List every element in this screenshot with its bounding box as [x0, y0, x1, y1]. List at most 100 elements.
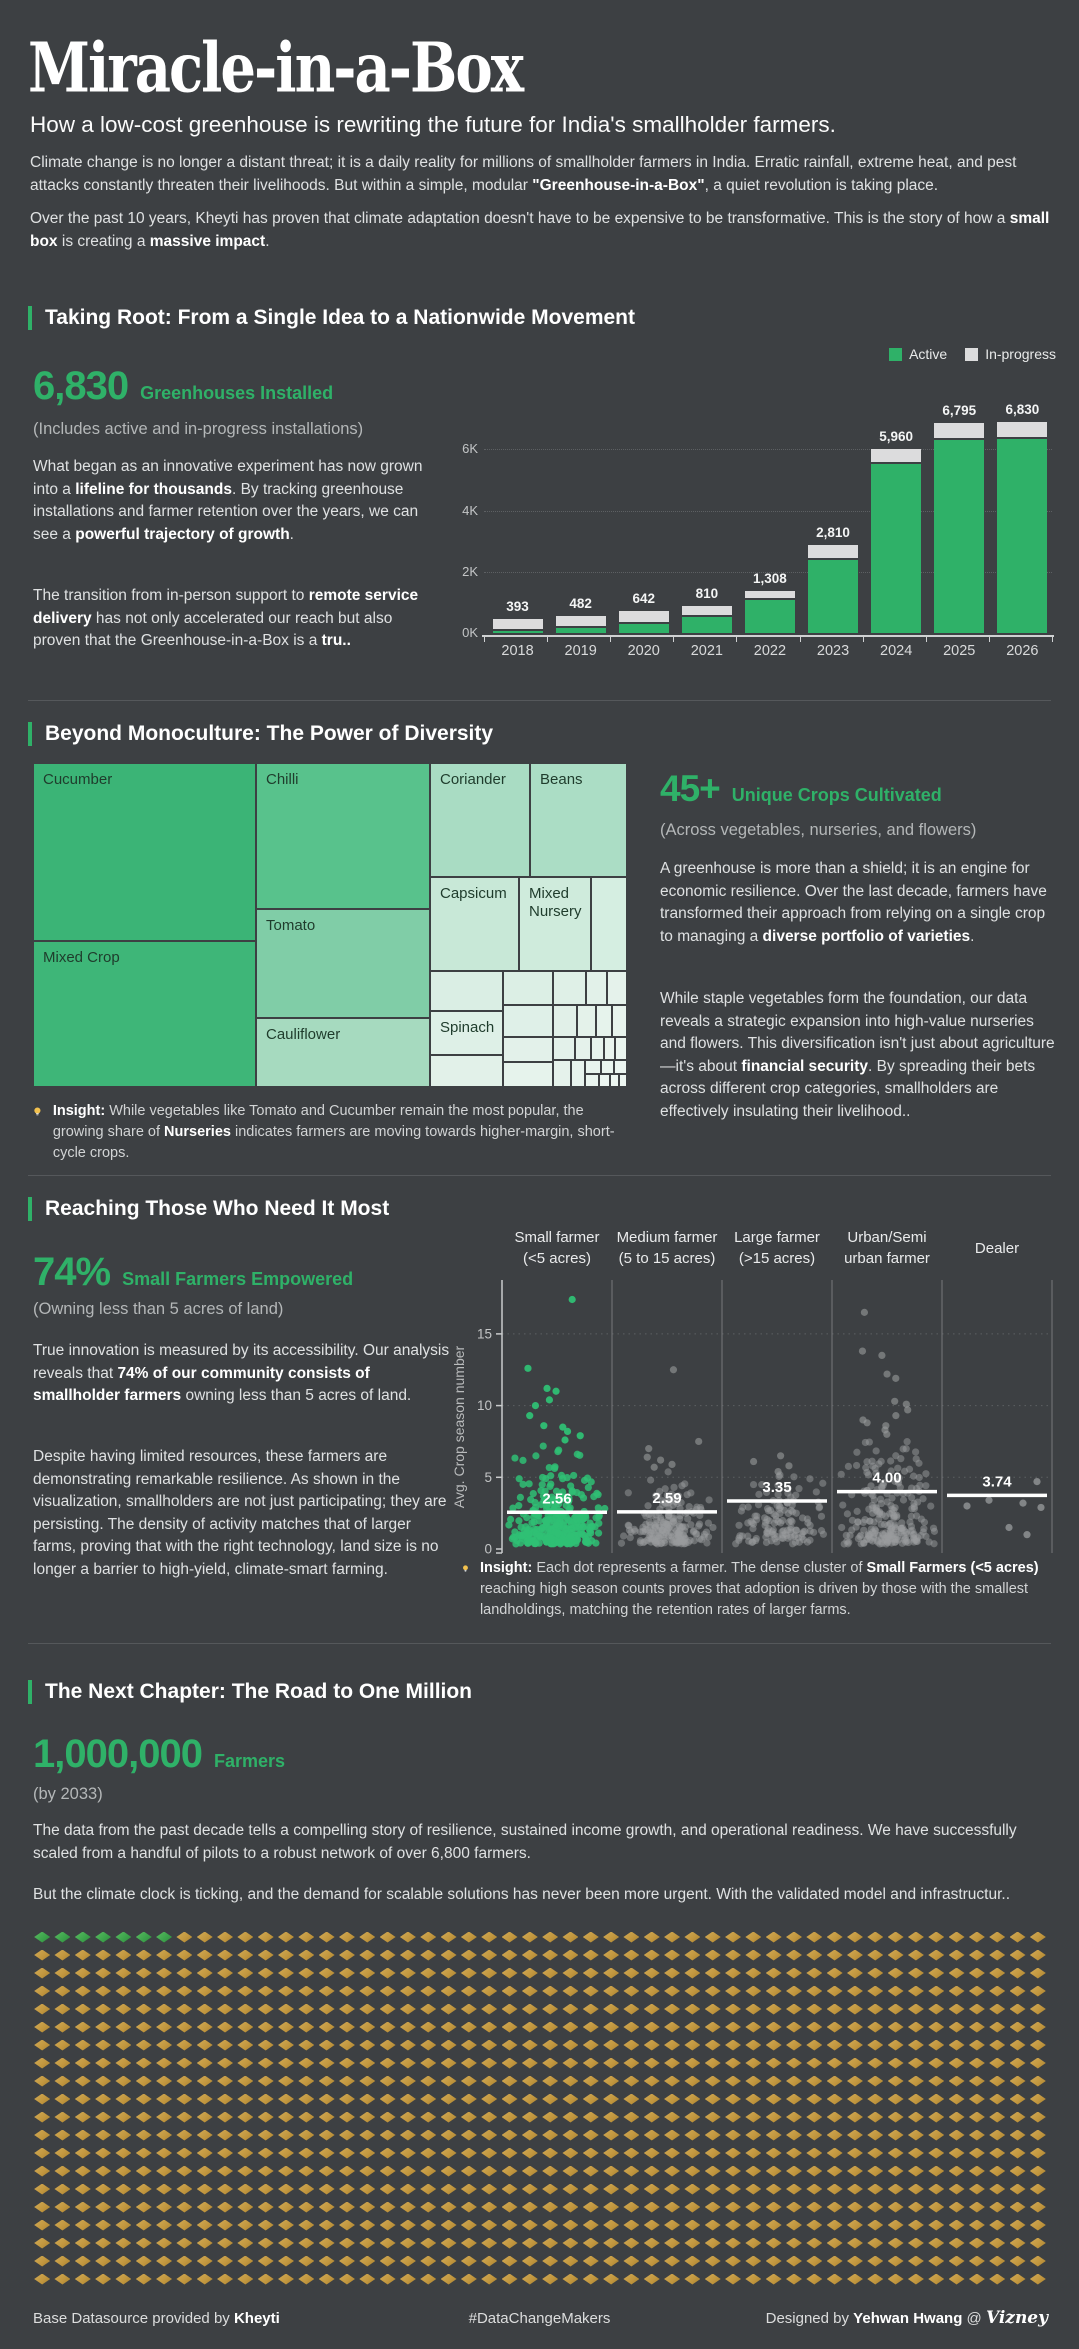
diamond-field-icon	[440, 2093, 457, 2105]
waffle-cell	[418, 1946, 438, 1964]
strip-dot	[705, 1496, 713, 1504]
diamond-field-icon	[887, 2075, 904, 2087]
waffle-cell	[946, 1928, 966, 1946]
diamond-field-icon	[115, 2021, 132, 2033]
waffle-cell	[134, 2072, 154, 2090]
diamond-field-icon	[74, 1985, 91, 1997]
waffle-cell	[113, 2090, 133, 2108]
diamond-field-icon	[907, 2201, 924, 2213]
waffle-cell	[195, 2054, 215, 2072]
waffle-cell	[723, 1946, 743, 1964]
waffle-cell	[134, 2126, 154, 2144]
waffle-cell	[1028, 2252, 1048, 2270]
diamond-field-icon	[501, 2201, 518, 2213]
waffle-cell	[479, 2108, 499, 2126]
waffle-cell	[703, 2018, 723, 2036]
diamond-field-icon	[725, 2021, 742, 2033]
waffle-cell	[52, 2090, 72, 2108]
waffle-cell	[520, 2270, 540, 2288]
waffle-cell	[784, 2000, 804, 2018]
diamond-field-icon	[95, 2057, 112, 2069]
diamond-field-icon	[907, 2093, 924, 2105]
diamond-field-icon	[481, 2165, 498, 2177]
waffle-cell	[946, 2018, 966, 2036]
strip-dot	[844, 1462, 853, 1470]
diamond-field-icon	[643, 1967, 660, 1979]
waffle-cell	[764, 2270, 784, 2288]
diamond-field-icon	[928, 2039, 945, 2051]
waffle-cell	[1028, 2072, 1048, 2090]
diamond-field-icon	[887, 2021, 904, 2033]
diamond-field-icon	[481, 2111, 498, 2123]
waffle-cell	[946, 1964, 966, 1982]
strip-dot	[650, 1463, 658, 1471]
diamond-field-icon	[603, 2147, 620, 2159]
diamond-field-icon	[582, 2093, 599, 2105]
waffle-cell	[357, 1982, 377, 2000]
strip-dot	[539, 1442, 547, 1450]
waffle-cell	[642, 2216, 662, 2234]
waffle-cell	[621, 2144, 641, 2162]
waffle-cell	[32, 1982, 52, 2000]
diamond-field-icon	[542, 1985, 559, 1997]
waffle-cell	[459, 2198, 479, 2216]
bar-segment-active	[808, 559, 859, 633]
metric-crops: 45+ Unique Crops Cultivated	[660, 768, 942, 810]
waffle-cell	[235, 2144, 255, 2162]
diamond-field-icon	[785, 2075, 802, 2087]
diamond-field-icon	[704, 2165, 721, 2177]
waffle-cell	[621, 2180, 641, 2198]
strip-dot	[920, 1518, 929, 1526]
diamond-field-icon	[846, 2039, 863, 2051]
diamond-field-icon	[237, 1967, 254, 1979]
diamond-field-icon	[765, 2219, 782, 2231]
waffle-cell	[52, 2144, 72, 2162]
waffle-cell	[764, 2072, 784, 2090]
strip-dot	[563, 1529, 571, 1537]
strip-dot	[626, 1533, 634, 1542]
strip-dot	[579, 1494, 588, 1502]
diamond-field-icon	[257, 2039, 274, 2051]
waffle-cell	[764, 2090, 784, 2108]
waffle-cell	[32, 1928, 52, 1946]
diamond-field-icon	[785, 1985, 802, 1997]
diamond-field-icon	[806, 1985, 823, 1997]
waffle-cell	[337, 1964, 357, 1982]
waffle-cell	[499, 2234, 519, 2252]
diamond-field-icon	[196, 2183, 213, 2195]
installations-bar-chart: Active In-progress 0K 2K 4K 6K 393 2018 482 2019 6…	[450, 340, 1058, 670]
diamond-field-icon	[379, 2129, 396, 2141]
waffle-cell	[601, 1928, 621, 1946]
diamond-field-icon	[196, 2219, 213, 2231]
waffle-cell	[662, 2018, 682, 2036]
strip-dot	[595, 1513, 603, 1521]
waffle-cell	[235, 2198, 255, 2216]
waffle-cell	[93, 1964, 113, 1982]
diamond-field-icon	[318, 2273, 335, 2285]
waffle-cell	[967, 1982, 987, 2000]
reach-paragraph: True innovation is measured by its acces…	[33, 1342, 450, 1404]
waffle-cell	[885, 1982, 905, 2000]
diamond-field-icon	[460, 2039, 477, 2051]
waffle-cell	[276, 2180, 296, 2198]
waffle-cell	[357, 2162, 377, 2180]
diamond-field-icon	[379, 1949, 396, 1961]
waffle-cell	[885, 2162, 905, 2180]
intro-paragraph: Over the past 10 years, Kheyti has prove…	[30, 210, 1050, 250]
bar-ytick-label: 0K	[462, 625, 478, 640]
diamond-field-icon	[907, 2057, 924, 2069]
waffle-cell	[723, 2180, 743, 2198]
metric-label: Small Farmers Empowered	[122, 1269, 354, 1289]
diamond-field-icon	[664, 2003, 681, 2015]
diamond-field-icon	[34, 1949, 51, 1961]
diamond-field-icon	[948, 2219, 965, 2231]
strip-dot	[511, 1454, 519, 1462]
waffle-cell	[357, 1928, 377, 1946]
waffle-cell	[418, 2072, 438, 2090]
waffle-cell	[357, 1946, 377, 1964]
treemap-cell	[503, 1037, 553, 1062]
diamond-field-icon	[501, 2219, 518, 2231]
waffle-cell	[32, 1964, 52, 1982]
waffle-cell	[276, 2198, 296, 2216]
waffle-cell	[134, 2036, 154, 2054]
